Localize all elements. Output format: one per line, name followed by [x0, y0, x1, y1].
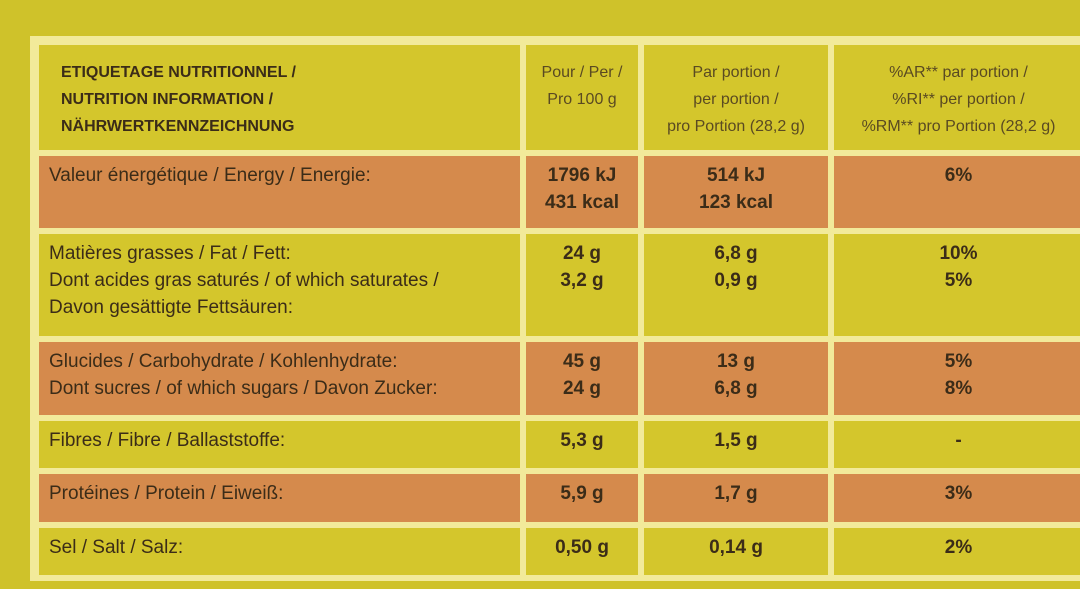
text-line: 1,5 g — [714, 430, 758, 451]
text-line: 5% — [944, 351, 973, 372]
value-cell: 1,7 g — [644, 474, 828, 522]
value-cell: 5% 8% — [834, 342, 1080, 415]
text-line: 24 g — [562, 243, 602, 264]
value-cell: 10% 5% — [834, 234, 1080, 336]
value-cell: 3% — [834, 474, 1080, 522]
text-line: Davon gesättigte Fettsäuren: — [49, 297, 293, 318]
text-line: Valeur énergétique / Energy / Energie: — [49, 165, 371, 186]
text-line: 5% — [944, 270, 973, 291]
text-line: 514 kJ — [706, 165, 766, 186]
text-line: 0,50 g — [555, 537, 609, 558]
text-line: 6% — [944, 165, 973, 186]
text-line: 45 g — [562, 351, 602, 372]
nutrient-label: Sel / Salt / Salz: — [39, 528, 520, 575]
text-line: %RM** pro Portion (28,2 g) — [861, 118, 1056, 135]
text-line: pro Portion (28,2 g) — [667, 118, 805, 135]
text-line: 0,14 g — [709, 537, 763, 558]
nutrient-label: Matières grasses / Fat / Fett: Dont acide… — [39, 234, 520, 336]
header-cell: ETIQUETAGE NUTRITIONNEL / NUTRITION INFOR… — [39, 45, 520, 150]
text-line: Pro 100 g — [547, 91, 617, 108]
value-cell: - — [834, 421, 1080, 468]
value-cell: 2% — [834, 528, 1080, 575]
nutrient-label: Protéines / Protein / Eiweiß: — [39, 474, 520, 522]
text-line: 6,8 g — [714, 243, 758, 264]
text-line: Par portion / — [692, 64, 780, 81]
text-line: 5,3 g — [560, 430, 604, 451]
text-line: 1796 kJ — [547, 165, 617, 186]
text-line: NUTRITION INFORMATION / — [61, 91, 274, 108]
value-cell: 6,8 g 0,9 g — [644, 234, 828, 336]
header-cell: Par portion / per portion / pro Portion (2… — [644, 45, 828, 150]
value-cell: 24 g 3,2 g — [526, 234, 638, 336]
text-line: 1,7 g — [714, 483, 758, 504]
text-line: Sel / Salt / Salz: — [49, 537, 184, 558]
value-cell: 5,3 g — [526, 421, 638, 468]
text-line: Dont sucres / of which sugars / Davon Zu… — [49, 378, 438, 399]
text-line: %AR** par portion / — [889, 64, 1028, 81]
text-line: %RI** per portion / — [892, 91, 1025, 108]
text-line: 10% — [939, 243, 978, 264]
header-cell: Pour / Per / Pro 100 g — [526, 45, 638, 150]
text-line: - — [955, 430, 962, 451]
value-cell: 0,14 g — [644, 528, 828, 575]
text-line: Protéines / Protein / Eiweiß: — [49, 483, 284, 504]
text-line: Pour / Per / — [541, 64, 623, 81]
nutrient-label: Glucides / Carbohydrate / Kohlenhydrate:… — [39, 342, 520, 415]
text-line: Matières grasses / Fat / Fett: — [49, 243, 291, 264]
text-line: 3,2 g — [560, 270, 604, 291]
text-line: 5,9 g — [560, 483, 604, 504]
text-line: 3% — [944, 483, 973, 504]
text-line: 2% — [944, 537, 973, 558]
text-line: Glucides / Carbohydrate / Kohlenhydrate: — [49, 351, 398, 372]
value-cell: 0,50 g — [526, 528, 638, 575]
value-cell: 5,9 g — [526, 474, 638, 522]
text-line: Dont acides gras saturés / of which satu… — [49, 270, 439, 291]
value-cell: 1,5 g — [644, 421, 828, 468]
text-line: 8% — [944, 378, 973, 399]
text-line: ETIQUETAGE NUTRITIONNEL / — [61, 64, 296, 81]
value-cell: 45 g 24 g — [526, 342, 638, 415]
value-cell: 514 kJ 123 kcal — [644, 156, 828, 228]
header-cell: %AR** par portion / %RI** per portion / %R… — [834, 45, 1080, 150]
value-cell: 13 g 6,8 g — [644, 342, 828, 415]
text-line: 6,8 g — [714, 378, 758, 399]
value-cell: 1796 kJ 431 kcal — [526, 156, 638, 228]
text-line: 13 g — [716, 351, 756, 372]
text-line: 0,9 g — [714, 270, 758, 291]
text-line: 24 g — [562, 378, 602, 399]
nutrient-label: Fibres / Fibre / Ballaststoffe: — [39, 421, 520, 468]
text-line: 123 kcal — [699, 192, 773, 213]
text-line: Fibres / Fibre / Ballaststoffe: — [49, 430, 286, 451]
nutrient-label: Valeur énergétique / Energy / Energie: — [39, 156, 520, 228]
text-line: NÄHRWERTKENNZEICHNUNG — [61, 118, 295, 135]
value-cell: 6% — [834, 156, 1080, 228]
text-line: per portion / — [693, 91, 779, 108]
text-line: 431 kcal — [545, 192, 619, 213]
